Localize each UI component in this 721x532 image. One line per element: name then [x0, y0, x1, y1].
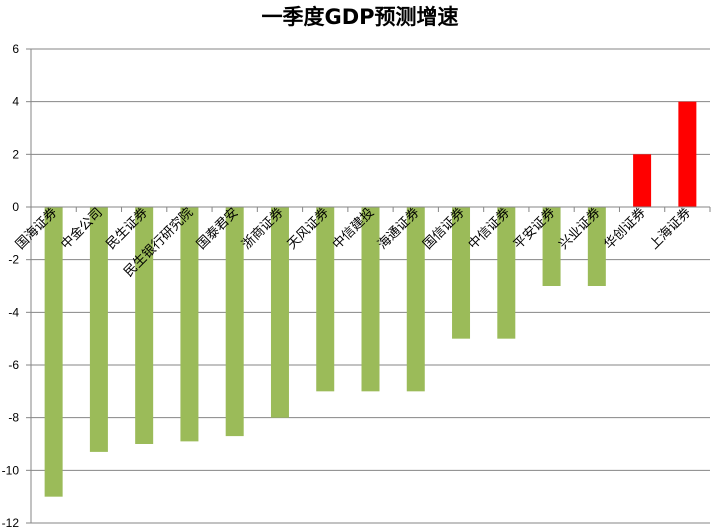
bar — [542, 207, 561, 286]
bar — [497, 207, 516, 339]
y-tick-label: -2 — [8, 253, 19, 267]
bar — [225, 207, 244, 437]
bar — [406, 207, 425, 392]
y-tick-label: -10 — [2, 463, 20, 477]
y-tick-label: 2 — [12, 147, 19, 161]
bar — [316, 207, 335, 392]
bar — [180, 207, 199, 442]
bar — [452, 207, 471, 339]
bar — [587, 207, 606, 286]
y-tick-label: -4 — [8, 305, 19, 319]
bar — [361, 207, 380, 392]
y-tick-label: -6 — [8, 358, 19, 372]
bar — [44, 207, 63, 497]
bar — [270, 207, 289, 418]
x-category-label: 华创证券 — [601, 205, 649, 253]
bar — [135, 207, 154, 444]
x-category-label: 上海证券 — [646, 205, 694, 253]
chart-title: 一季度GDP预测增速 — [261, 5, 458, 29]
bar — [633, 154, 652, 207]
y-tick-label: -12 — [2, 516, 20, 530]
bar — [89, 207, 108, 452]
y-tick-label: 0 — [12, 200, 19, 214]
y-tick-label: 4 — [12, 95, 19, 109]
y-tick-label: 6 — [12, 42, 19, 56]
y-tick-label: -8 — [8, 411, 19, 425]
bar — [678, 101, 697, 207]
